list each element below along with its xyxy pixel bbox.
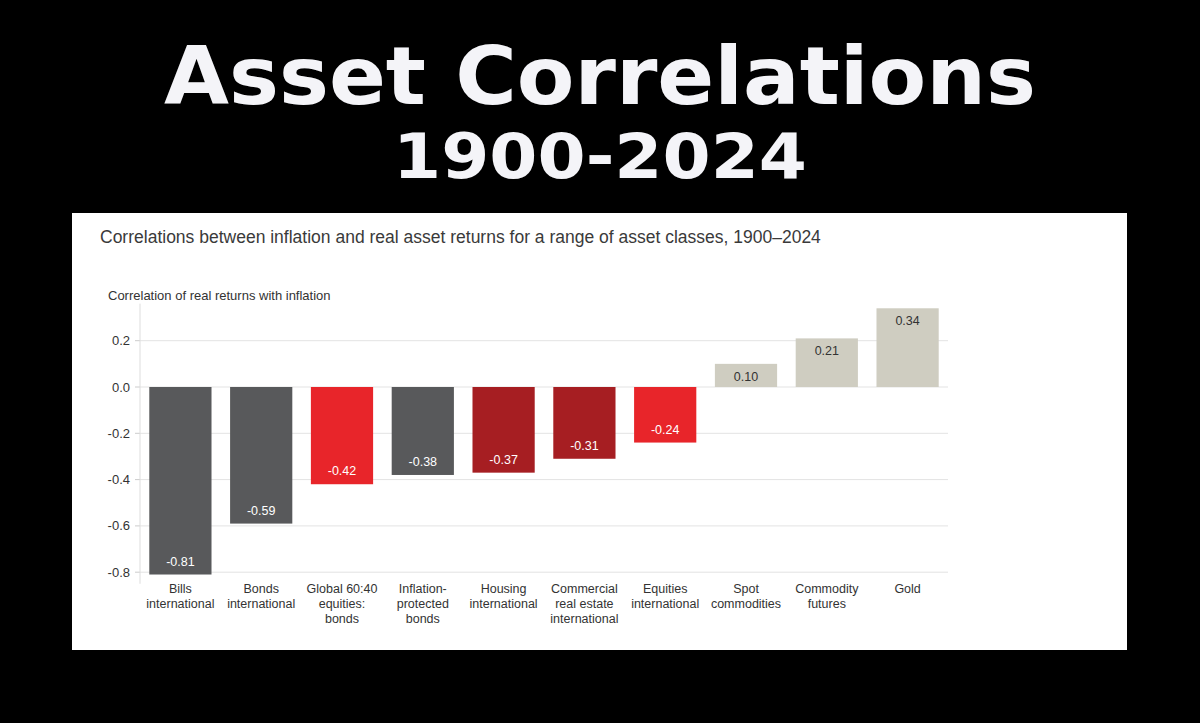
grid-line <box>140 572 948 573</box>
x-tick-label-line: international <box>227 597 295 611</box>
y-axis-label: Correlation of real returns with inflati… <box>108 288 331 303</box>
bar <box>796 338 858 387</box>
y-tick <box>135 433 140 434</box>
y-tick-label: 0.0 <box>112 380 130 395</box>
bar <box>472 387 534 473</box>
x-tick-label: Commodityfutures <box>795 582 859 611</box>
y-tick-label: 0.2 <box>112 333 130 348</box>
data-label: -0.42 <box>328 464 357 478</box>
x-tick-label-line: Gold <box>894 582 920 596</box>
header-subtitle: 1900-2024 <box>393 120 807 193</box>
data-label: -0.24 <box>651 423 680 437</box>
y-tick <box>135 479 140 480</box>
bar <box>634 387 696 443</box>
background <box>0 0 1200 723</box>
y-tick <box>135 340 140 341</box>
x-tick-label-line: equities: <box>319 597 366 611</box>
x-tick-label-line: Inflation- <box>399 582 447 596</box>
bar <box>149 387 211 575</box>
x-tick-label-line: real estate <box>555 597 613 611</box>
x-tick-label: Housinginternational <box>470 582 538 611</box>
labels: -0.81 -0.59 -0.42 -0.38 -0.37 -0.31 -0.24 0.10 0… <box>166 314 920 568</box>
header-title: Asset Correlations <box>164 30 1036 123</box>
data-label: 0.21 <box>815 344 839 358</box>
grid-line <box>140 525 948 526</box>
x-tick-label: Gold <box>894 582 920 596</box>
x-tick-label-line: Bills <box>169 582 192 596</box>
data-label: 0.10 <box>734 370 758 384</box>
x-tick-label: Billsinternational <box>146 582 214 611</box>
data-label: 0.34 <box>895 314 919 328</box>
data-label: -0.38 <box>409 455 438 469</box>
y-tick <box>135 525 140 526</box>
x-tick-label-line: bonds <box>325 612 359 626</box>
x-tick-label-line: Equities <box>643 582 687 596</box>
data-label: -0.37 <box>489 453 518 467</box>
x-tick-label-line: Global 60:40 <box>307 582 378 596</box>
x-tick-label-line: international <box>550 612 618 626</box>
x-tick-label: Global 60:40equities:bonds <box>307 582 378 626</box>
data-label: -0.59 <box>247 504 276 518</box>
x-tick-label-line: futures <box>808 597 846 611</box>
bar <box>715 364 777 387</box>
y-tick-label: -0.8 <box>108 565 130 580</box>
y-axis-line <box>140 304 141 584</box>
x-tick-label-line: international <box>470 597 538 611</box>
y-tick <box>135 572 140 573</box>
x-tick-label-line: Commodity <box>795 582 859 596</box>
chart-root: Asset Correlations1900-2024 Correlations … <box>0 0 1200 723</box>
data-label: -0.81 <box>166 555 195 569</box>
y-tick-label: -0.6 <box>108 518 130 533</box>
x-tick-label-line: Commercial <box>551 582 618 596</box>
x-tick-label-line: international <box>631 597 699 611</box>
data-label: -0.31 <box>570 439 599 453</box>
y-tick-label: -0.2 <box>108 426 130 441</box>
x-tick-label-line: Bonds <box>243 582 278 596</box>
x-tick-label-line: commodities <box>711 597 781 611</box>
x-tick-label-line: Spot <box>733 582 759 596</box>
x-tick-label: Spotcommodities <box>711 582 781 611</box>
bar <box>392 387 454 475</box>
x-tick-label-line: international <box>146 597 214 611</box>
x-tick-label: Bondsinternational <box>227 582 295 611</box>
x-tick-label-line: protected <box>397 597 449 611</box>
bar <box>553 387 615 459</box>
x-tick-label-line: bonds <box>406 612 440 626</box>
chart-title: Correlations between inflation and real … <box>100 227 821 247</box>
y-tick-label: -0.4 <box>108 472 130 487</box>
x-tick-label: Commercialreal estateinternational <box>550 582 618 626</box>
x-tick-label: Equitiesinternational <box>631 582 699 611</box>
x-tick-label-line: Housing <box>481 582 527 596</box>
chart-panel <box>72 213 1127 650</box>
bars <box>149 308 938 574</box>
x-tick-label: Inflation-protectedbonds <box>397 582 449 626</box>
bar <box>230 387 292 524</box>
bar <box>876 308 938 387</box>
y-tick <box>135 387 140 388</box>
bar <box>311 387 373 484</box>
